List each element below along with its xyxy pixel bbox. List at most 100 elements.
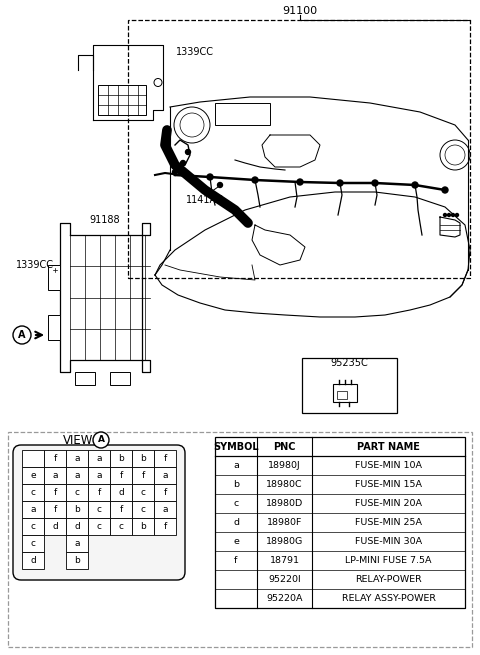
Text: e: e bbox=[233, 537, 239, 546]
Bar bbox=[66, 467, 88, 484]
Bar bbox=[44, 467, 66, 484]
Bar bbox=[337, 391, 347, 399]
Text: a: a bbox=[233, 461, 239, 470]
Bar bbox=[48, 265, 60, 290]
Text: f: f bbox=[53, 488, 57, 497]
Text: FUSE-MIN 15A: FUSE-MIN 15A bbox=[355, 480, 422, 489]
Circle shape bbox=[172, 170, 178, 174]
Bar bbox=[22, 484, 44, 501]
Text: f: f bbox=[163, 522, 167, 531]
Text: 18980F: 18980F bbox=[267, 518, 302, 527]
Bar bbox=[110, 501, 132, 518]
Text: d: d bbox=[30, 556, 36, 565]
Circle shape bbox=[447, 214, 451, 217]
Text: a: a bbox=[30, 505, 36, 514]
Bar bbox=[154, 467, 176, 484]
Bar bbox=[66, 535, 88, 552]
Circle shape bbox=[445, 145, 465, 165]
Circle shape bbox=[154, 79, 162, 86]
Text: b: b bbox=[140, 454, 146, 463]
Text: c: c bbox=[96, 522, 101, 531]
Text: c: c bbox=[96, 505, 101, 514]
Text: 18980J: 18980J bbox=[268, 461, 301, 470]
Text: d: d bbox=[52, 522, 58, 531]
Text: 18980G: 18980G bbox=[266, 537, 303, 546]
Bar bbox=[132, 484, 154, 501]
Circle shape bbox=[297, 179, 303, 185]
Bar bbox=[110, 484, 132, 501]
Bar bbox=[48, 315, 60, 340]
Text: RELAY ASSY-POWER: RELAY ASSY-POWER bbox=[341, 594, 435, 603]
Bar bbox=[132, 450, 154, 467]
Text: 1141AC: 1141AC bbox=[186, 195, 224, 205]
Text: 1339CC: 1339CC bbox=[176, 47, 214, 57]
Bar bbox=[66, 450, 88, 467]
Circle shape bbox=[252, 177, 258, 183]
Text: c: c bbox=[233, 499, 239, 508]
Bar bbox=[215, 437, 465, 608]
Text: e: e bbox=[30, 471, 36, 480]
Text: b: b bbox=[233, 480, 239, 489]
Circle shape bbox=[13, 326, 31, 344]
Bar bbox=[98, 85, 146, 115]
Circle shape bbox=[185, 149, 191, 155]
Bar bbox=[110, 518, 132, 535]
Text: d: d bbox=[118, 488, 124, 497]
FancyBboxPatch shape bbox=[13, 445, 185, 580]
Circle shape bbox=[440, 140, 470, 170]
Text: c: c bbox=[31, 522, 36, 531]
Text: a: a bbox=[96, 471, 102, 480]
Text: d: d bbox=[74, 522, 80, 531]
Text: f: f bbox=[142, 471, 144, 480]
Circle shape bbox=[93, 432, 109, 448]
Bar bbox=[22, 467, 44, 484]
Text: PNC: PNC bbox=[273, 441, 296, 451]
Text: c: c bbox=[141, 488, 145, 497]
Bar bbox=[128, 20, 470, 278]
Bar bbox=[44, 484, 66, 501]
Text: VIEW: VIEW bbox=[63, 434, 93, 447]
Text: A: A bbox=[18, 330, 26, 340]
Circle shape bbox=[174, 107, 210, 143]
Text: a: a bbox=[96, 454, 102, 463]
Circle shape bbox=[456, 214, 458, 217]
Bar bbox=[154, 518, 176, 535]
Text: FUSE-MIN 30A: FUSE-MIN 30A bbox=[355, 537, 422, 546]
Text: f: f bbox=[120, 505, 122, 514]
Bar bbox=[8, 432, 472, 647]
Bar bbox=[88, 518, 110, 535]
Text: 91188: 91188 bbox=[90, 215, 120, 225]
Text: c: c bbox=[141, 505, 145, 514]
Text: b: b bbox=[74, 556, 80, 565]
Text: 91100: 91100 bbox=[282, 6, 318, 16]
Text: 18980C: 18980C bbox=[266, 480, 303, 489]
Text: a: a bbox=[162, 471, 168, 480]
Text: c: c bbox=[31, 488, 36, 497]
Text: 1339CC: 1339CC bbox=[16, 260, 54, 270]
Text: RELAY-POWER: RELAY-POWER bbox=[355, 575, 422, 584]
Bar bbox=[66, 501, 88, 518]
Circle shape bbox=[217, 183, 223, 187]
Bar bbox=[22, 501, 44, 518]
Bar bbox=[44, 518, 66, 535]
Bar bbox=[88, 501, 110, 518]
Bar bbox=[88, 484, 110, 501]
Circle shape bbox=[412, 182, 418, 188]
Text: c: c bbox=[31, 539, 36, 548]
Text: FUSE-MIN 10A: FUSE-MIN 10A bbox=[355, 461, 422, 470]
Circle shape bbox=[180, 160, 185, 166]
Bar bbox=[302, 358, 397, 413]
Text: b: b bbox=[118, 454, 124, 463]
Circle shape bbox=[337, 180, 343, 186]
Bar bbox=[110, 372, 130, 385]
Text: f: f bbox=[53, 454, 57, 463]
Text: a: a bbox=[162, 505, 168, 514]
Text: f: f bbox=[234, 556, 238, 565]
Text: A: A bbox=[97, 436, 105, 445]
Text: b: b bbox=[140, 522, 146, 531]
Circle shape bbox=[180, 113, 204, 137]
Circle shape bbox=[442, 187, 448, 193]
Text: 18980D: 18980D bbox=[266, 499, 303, 508]
Bar bbox=[132, 467, 154, 484]
Bar bbox=[22, 450, 44, 467]
